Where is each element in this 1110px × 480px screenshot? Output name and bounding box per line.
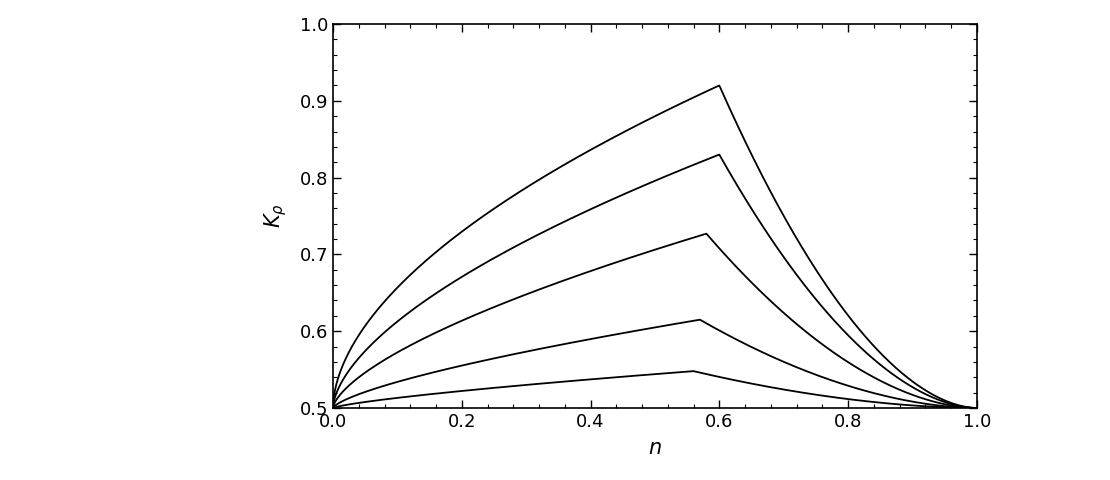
X-axis label: n: n	[648, 438, 662, 458]
Y-axis label: $K_{\rho}$: $K_{\rho}$	[262, 204, 289, 228]
